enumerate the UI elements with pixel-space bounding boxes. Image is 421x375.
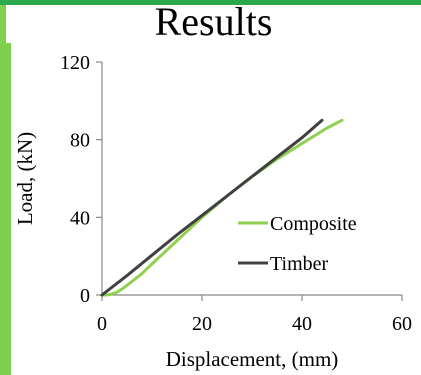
y-tick-label: 40 bbox=[70, 207, 90, 229]
series-line-composite bbox=[100, 118, 344, 297]
x-tick-label: 20 bbox=[192, 313, 212, 335]
x-tick-label: 0 bbox=[97, 313, 107, 335]
axes: 0 40 80 120 0 20 40 60 bbox=[60, 52, 412, 335]
y-axis-title: Load, (kN) bbox=[13, 132, 37, 225]
x-tick-label: 40 bbox=[292, 313, 312, 335]
legend-label-composite: Composite bbox=[270, 213, 357, 235]
series-line-timber bbox=[100, 118, 324, 297]
legend: Composite Timber bbox=[238, 213, 357, 275]
legend-label-timber: Timber bbox=[270, 253, 329, 275]
top-rule bbox=[0, 0, 421, 5]
y-tick-label: 120 bbox=[60, 52, 90, 74]
y-tick-label: 80 bbox=[70, 130, 90, 152]
slide-title: Results bbox=[154, 0, 273, 44]
chart-panel bbox=[11, 43, 421, 375]
x-axis-title: Displacement, (mm) bbox=[166, 347, 339, 371]
y-tick-label: 0 bbox=[80, 285, 90, 307]
series-group bbox=[100, 118, 344, 297]
title-bar bbox=[6, 5, 421, 43]
x-tick-label: 60 bbox=[392, 313, 412, 335]
